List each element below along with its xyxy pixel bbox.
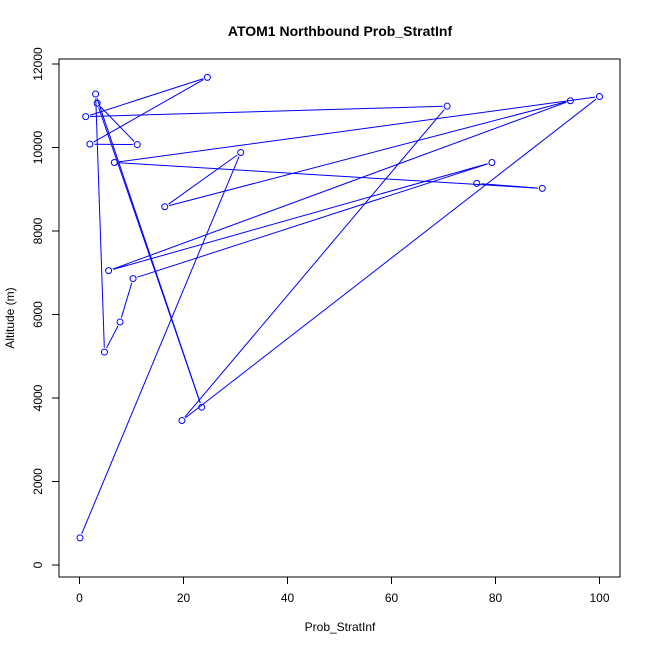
series-segment (90, 105, 443, 117)
data-point (116, 318, 124, 326)
data-point (443, 102, 451, 110)
x-tick-label: 80 (489, 591, 503, 605)
series-segment (120, 282, 133, 318)
series-segment (81, 156, 240, 534)
y-tick-label: 2000 (31, 468, 45, 495)
series-segment (169, 101, 567, 207)
series-segment (95, 98, 105, 348)
series-segment (106, 325, 119, 349)
x-tick-label: 0 (76, 591, 83, 605)
data-point (82, 113, 90, 121)
y-axis-label: Altitude (m) (3, 287, 17, 348)
x-tick-label: 60 (385, 591, 399, 605)
y-tick-label: 6000 (31, 301, 45, 328)
data-point (237, 149, 245, 157)
data-point (129, 275, 137, 283)
series-segment (481, 183, 538, 189)
series-segment (185, 98, 597, 419)
data-point (100, 348, 108, 356)
data-point (93, 99, 101, 107)
data-point (198, 403, 206, 411)
data-point (105, 267, 113, 275)
x-tick-label: 40 (281, 591, 295, 605)
data-point (133, 141, 141, 149)
data-point (566, 97, 574, 105)
data-point (161, 203, 169, 211)
series-segment (118, 162, 538, 189)
x-axis-label: Prob_StratInf (305, 620, 376, 634)
y-tick-label: 10000 (31, 130, 45, 164)
series-segment (137, 163, 488, 278)
series-segment (168, 154, 238, 205)
data-point (473, 179, 481, 187)
series-segment (184, 109, 445, 418)
series-layer (76, 73, 603, 542)
chart-title: ATOM1 Northbound Prob_StratInf (228, 23, 453, 39)
data-point (86, 140, 94, 148)
x-tick-label: 20 (177, 591, 191, 605)
series-segment (118, 96, 596, 163)
series-segment (112, 163, 488, 270)
series-segment (99, 106, 135, 142)
series-segment (89, 78, 204, 116)
y-tick-label: 4000 (31, 384, 45, 411)
data-point (596, 93, 603, 101)
data-point (76, 534, 84, 542)
y-tick-label: 12000 (31, 47, 45, 81)
y-tick-label: 0 (31, 561, 45, 568)
data-point (92, 90, 100, 98)
series-segment (112, 101, 567, 270)
x-axis: 0 20 40 60 80 100 (76, 576, 610, 605)
y-axis: 0 2000 4000 6000 8000 10000 12000 (31, 47, 60, 568)
data-point (538, 184, 546, 192)
series-segment (93, 79, 204, 143)
y-tick-label: 8000 (31, 217, 45, 244)
x-tick-label: 100 (589, 591, 609, 605)
data-point (178, 417, 186, 425)
plot-frame (58, 58, 621, 578)
series-segment (98, 107, 201, 404)
data-point (488, 159, 496, 167)
data-point (203, 73, 211, 81)
data-point (110, 159, 118, 167)
